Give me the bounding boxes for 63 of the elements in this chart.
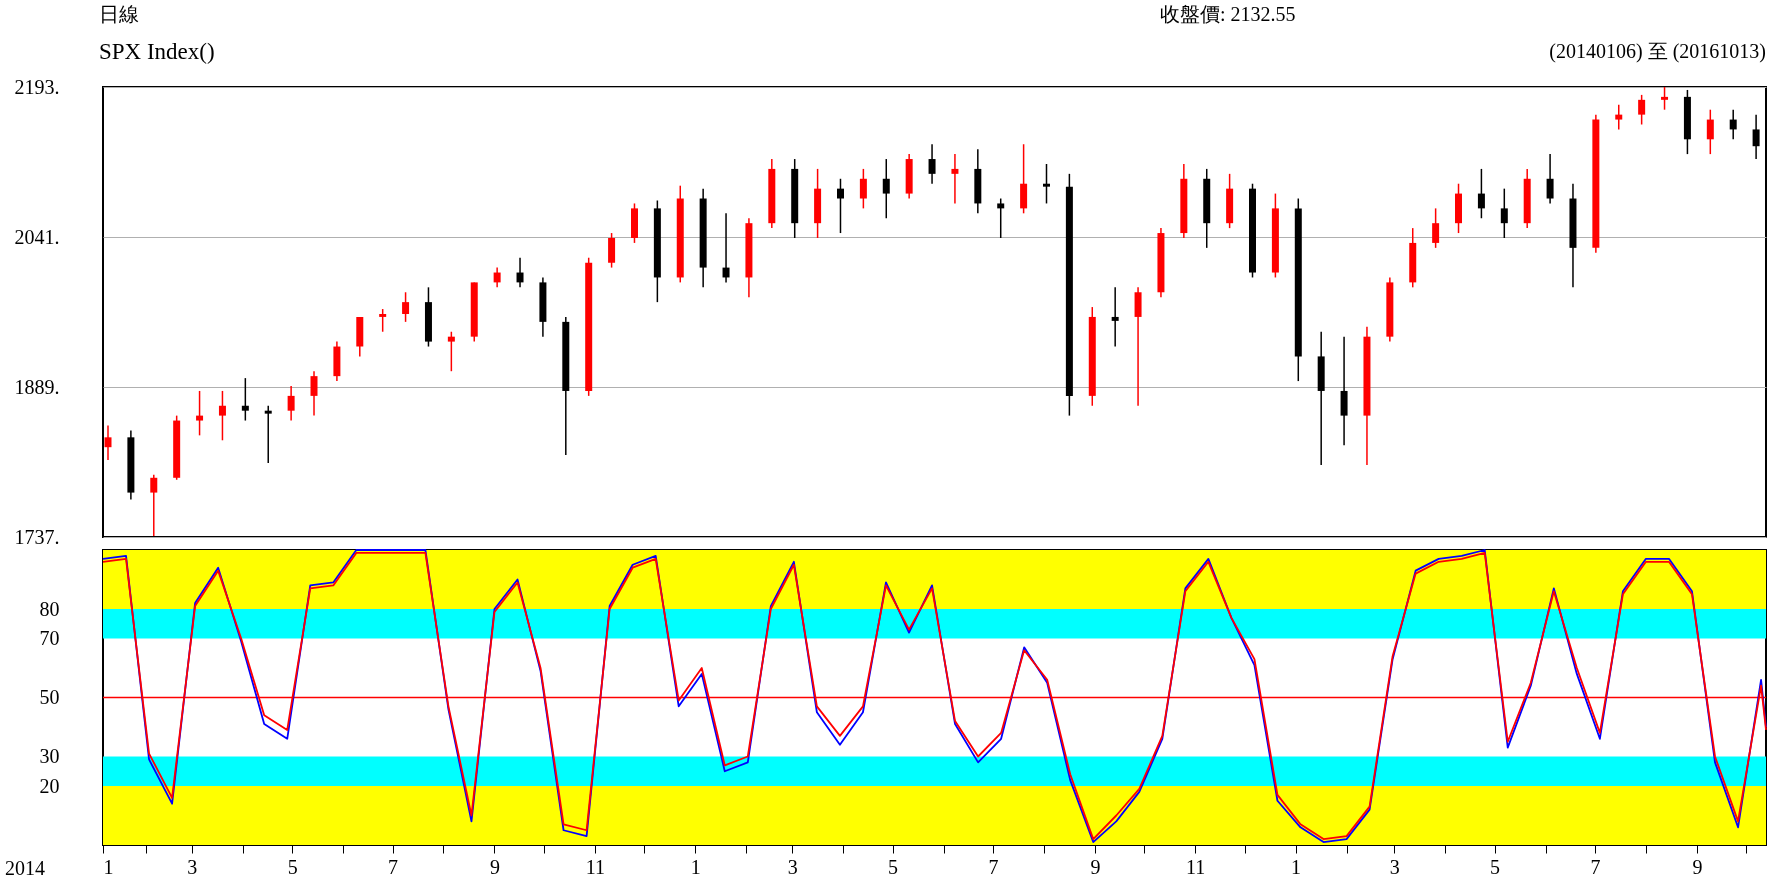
x-tick-label: 9 — [1090, 855, 1101, 878]
candlestick — [516, 256, 524, 289]
text: 收盤價: 2132.55 — [1160, 3, 1296, 25]
candlestick — [951, 153, 959, 205]
candlestick — [310, 370, 318, 417]
x-tick-label: 5 — [1490, 855, 1501, 878]
x-tick-label: 1 — [690, 855, 701, 878]
x-tick-label: 5 — [287, 855, 298, 878]
candlestick — [1661, 86, 1669, 111]
y-tick-label: 2193. — [14, 75, 60, 98]
y-tick-label: 50 — [39, 686, 60, 708]
candlestick — [1615, 104, 1623, 131]
candlestick — [882, 158, 890, 219]
candlestick — [1500, 187, 1508, 239]
x-tick-label: 9 — [489, 855, 500, 878]
candlestick — [1043, 163, 1050, 205]
candlestick — [859, 168, 867, 210]
candlestick — [287, 385, 295, 422]
candlestick — [836, 178, 844, 234]
candlestick — [218, 390, 226, 442]
x-tick-label: 3 — [787, 855, 798, 878]
candlestick — [447, 330, 455, 372]
candlestick — [196, 390, 204, 437]
text: (20140106) 至 (20161013) — [1549, 40, 1766, 63]
candlestick — [1546, 153, 1554, 205]
candlestick — [1706, 108, 1714, 155]
x-tick-label: 7 — [388, 855, 398, 878]
x-tick-label: 11 — [1186, 855, 1206, 878]
x-tick-label: 3 — [1389, 855, 1400, 878]
candlestick — [241, 377, 249, 422]
x-tick-label: 1 — [1291, 855, 1302, 878]
y-tick-label: 2041. — [14, 225, 60, 248]
x-tick-label: 9 — [1692, 855, 1703, 878]
x-tick-label: 7 — [988, 855, 999, 878]
candlestick — [1729, 108, 1737, 141]
text: 日線 — [99, 3, 139, 25]
candlestick — [150, 474, 158, 537]
candlestick — [1432, 207, 1440, 249]
candlestick — [928, 143, 936, 185]
candlestick — [1638, 94, 1646, 126]
candlestick — [493, 266, 501, 289]
candlestick — [997, 197, 1005, 239]
candlestick — [379, 308, 387, 333]
candlestick — [1111, 286, 1119, 348]
y-tick-label: 1889. — [14, 375, 60, 398]
x-tick-label: 1 — [103, 855, 114, 878]
x-tick-label: 5 — [888, 855, 899, 878]
chart-title: SPX Index() — [99, 39, 215, 64]
candlestick — [1752, 113, 1760, 160]
y-tick-label: 30 — [39, 745, 60, 767]
y-tick-label: 70 — [39, 627, 60, 649]
x-tick-label: 7 — [1590, 855, 1601, 878]
x-tick-label: 3 — [187, 855, 198, 878]
candlestick — [264, 405, 272, 464]
candlestick — [1477, 168, 1485, 219]
y-tick-label: 20 — [39, 774, 60, 797]
candlestick — [722, 212, 730, 284]
candlestick — [104, 424, 112, 461]
y-tick-label: 80 — [39, 597, 60, 620]
candlestick — [402, 291, 410, 323]
y-tick-label: 1737. — [14, 525, 60, 548]
x-tick-label: 11 — [585, 855, 605, 878]
text: 2014 — [5, 857, 45, 879]
